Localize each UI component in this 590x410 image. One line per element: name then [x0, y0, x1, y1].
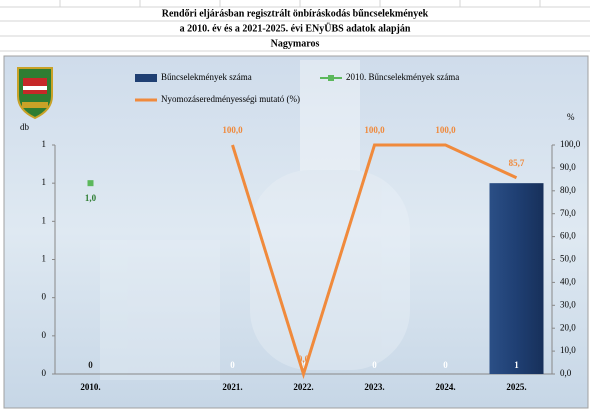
line-value-label: 100,0 [435, 125, 456, 135]
y2-tick-label: 60,0 [560, 231, 576, 241]
legend-swatch [328, 75, 334, 81]
y2-tick-label: 90,0 [560, 162, 576, 172]
y-tick-label: 1 [42, 254, 47, 264]
y-tick-label: 0 [42, 292, 47, 302]
x-tick-label: 2010. [80, 382, 100, 392]
y2-tick-label: 80,0 [560, 185, 576, 195]
bar-value-label: 0 [372, 360, 377, 370]
x-tick-label: 2021. [222, 382, 242, 392]
y-axis-title: db [20, 122, 30, 132]
x-tick-label: 2025. [506, 382, 526, 392]
sheet-grid [0, 0, 590, 52]
bar-value-label: 0 [230, 360, 235, 370]
y2-tick-label: 20,0 [560, 322, 576, 332]
line-value-label: 0,0 [298, 354, 310, 364]
police-badge [17, 67, 53, 120]
y2-tick-label: 30,0 [560, 299, 576, 309]
legend-swatch [135, 74, 157, 82]
y2-axis-title: % [567, 112, 575, 122]
x-tick-label: 2024. [435, 382, 455, 392]
location: Nagymaros [271, 38, 320, 49]
legend-label: Nyomozáseredményességi mutató (%) [161, 94, 300, 104]
legend-label: Bűncselekmények száma [161, 72, 252, 82]
y-tick-label: 1 [42, 139, 47, 149]
line [231, 143, 518, 380]
marker [87, 180, 94, 187]
y-tick-label: 0 [42, 368, 47, 378]
chart-title: Rendőri eljárásban regisztrált önbírásko… [162, 8, 429, 19]
line-value-label: 100,0 [364, 125, 385, 135]
y2-tick-label: 40,0 [560, 276, 576, 286]
y2-tick-label: 10,0 [560, 345, 576, 355]
y-tick-label: 1 [42, 177, 47, 187]
bar-value-label: 0 [443, 360, 448, 370]
x-tick-label: 2023. [364, 382, 384, 392]
y2-tick-label: 70,0 [560, 208, 576, 218]
y2-tick-label: 100,0 [560, 139, 581, 149]
line-value-label: 100,0 [222, 125, 243, 135]
y2-tick-label: 0,0 [560, 368, 572, 378]
bar-value-label: 1 [514, 360, 519, 370]
x-tick-label: 2022. [293, 382, 313, 392]
legend-label: 2010. Bűncselekmények száma [346, 72, 459, 82]
y-tick-label: 1 [42, 215, 47, 225]
line-value-label: 85,7 [509, 158, 525, 168]
building-photo [100, 60, 410, 380]
chart-subtitle: a 2010. év és a 2021-2025. évi ENyÜBS ad… [180, 21, 411, 34]
bar-value-label: 0 [88, 360, 93, 370]
y-tick-label: 0 [42, 330, 47, 340]
marker-value-label: 1,0 [85, 193, 97, 203]
y2-tick-label: 50,0 [560, 254, 576, 264]
bar [489, 183, 544, 374]
bar-value-label: 0 [301, 360, 306, 370]
